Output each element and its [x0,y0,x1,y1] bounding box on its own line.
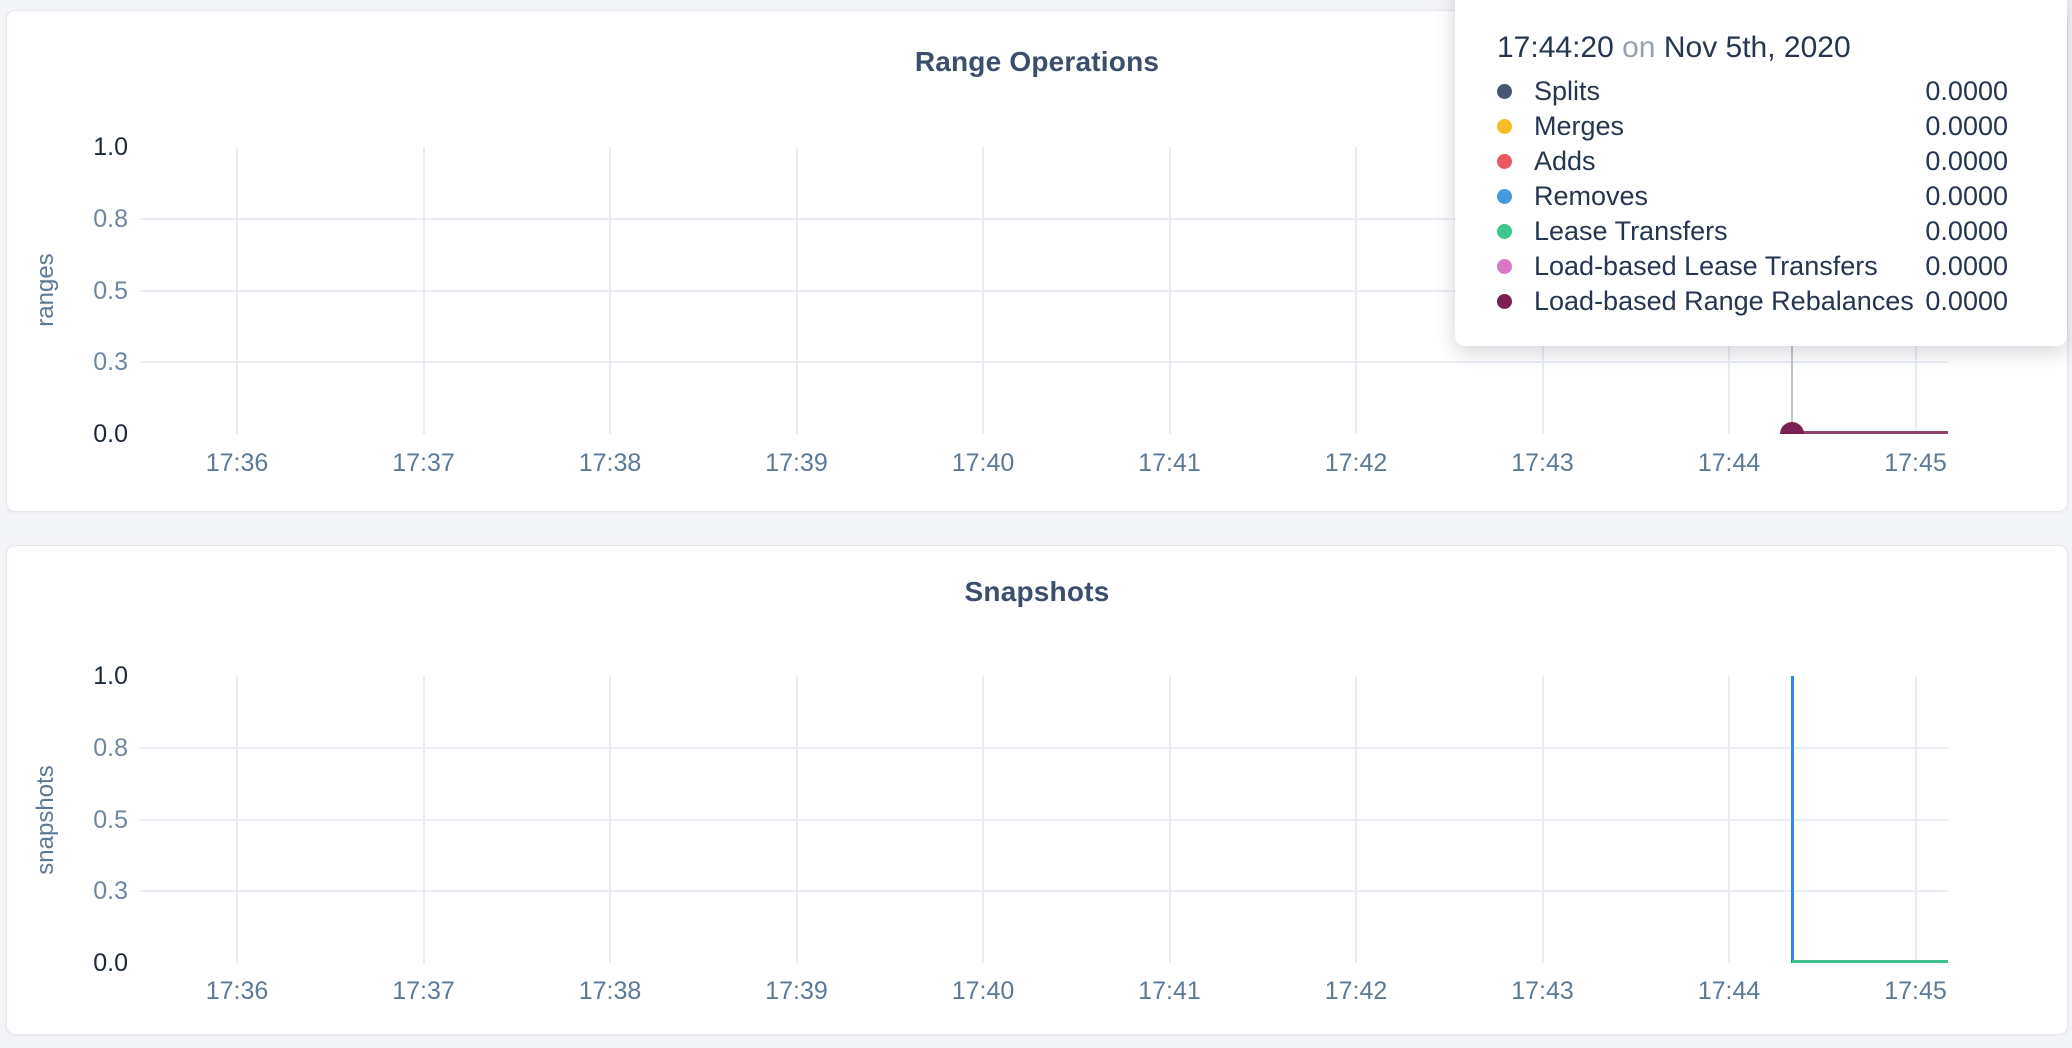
hover-point-marker [1780,422,1804,434]
gridline-vertical [1168,147,1171,434]
gridline-vertical [422,147,425,434]
series-color-dot [1497,259,1512,274]
gridline-vertical [1168,676,1171,963]
tooltip-date: Nov 5th, 2020 [1663,31,1851,64]
gridline-vertical [1355,147,1357,434]
series-value: 0.0000 [1925,251,2008,281]
x-axis-tick-label: 17:44 [1697,449,1761,477]
x-axis-tick-label: 17:45 [1884,977,1947,1005]
series-line-load-based-range-rebalances [1792,431,1948,434]
tooltip-timestamp: 17:44:20 on Nov 5th, 2020 [1497,31,1851,65]
x-axis-tick-label: 17:38 [578,449,642,477]
gridline-vertical [1728,676,1730,963]
series-value: 0.0000 [1925,76,2008,106]
y-axis-tick-label: 0.0 [93,420,128,448]
x-axis-tick-label: 17:40 [951,977,1015,1005]
gridline-vertical [982,676,984,963]
gridline-horizontal [140,818,1948,821]
y-axis-tick-label: 0.5 [93,805,128,834]
y-axis-tick-label: 1.0 [93,133,128,161]
series-color-dot [1497,119,1512,134]
tooltip-connector: on [1622,31,1656,64]
series-label: Lease Transfers [1534,216,1728,246]
series-color-dot [1497,224,1512,239]
series-color-dot [1497,189,1512,204]
series-label: Splits [1534,76,1601,106]
x-axis-tick-label: 17:44 [1697,977,1761,1005]
gridline-vertical [609,676,611,963]
gridline-vertical [1914,676,1917,963]
tooltip-series-row: Lease Transfers 0.0000 [1497,214,2008,249]
x-axis-tick-label: 17:37 [392,977,455,1005]
tooltip-series-row: Removes 0.0000 [1497,179,2008,214]
x-axis-tick-label: 17:36 [205,977,269,1005]
series-line-snapshot-baseline [1792,960,1948,963]
gridline-vertical [236,676,238,963]
series-color-dot [1497,84,1512,99]
x-axis-tick-label: 17:39 [765,977,828,1005]
series-value: 0.0000 [1925,146,2008,176]
series-label: Adds [1534,146,1596,176]
gridline-vertical [609,147,611,434]
series-color-dot [1497,154,1512,169]
tooltip-time: 17:44:20 [1497,31,1614,64]
x-axis-tick-label: 17:36 [205,449,269,477]
tooltip-series-row: Load-based Lease Transfers 0.0000 [1497,249,2008,284]
gridline-horizontal [140,890,1948,893]
y-axis-tick-label: 0.0 [93,949,128,977]
y-axis-tick-label: 0.3 [93,877,128,906]
gridline-horizontal [140,361,1948,364]
tooltip-series-list: Splits 0.0000 Merges 0.0000 Adds 0.0000 Remove… [1497,74,2008,319]
x-axis-tick-label: 17:39 [765,449,828,477]
x-axis-tick-label: 17:42 [1324,449,1388,477]
series-value: 0.0000 [1925,216,2008,246]
tooltip-series-row: Adds 0.0000 [1497,144,2008,179]
y-axis-tick-label: 0.3 [93,348,128,377]
gridline-vertical [795,147,798,434]
gridline-horizontal [140,217,1948,220]
gridline-vertical [982,147,984,434]
x-axis-tick-label: 17:43 [1511,977,1574,1005]
x-axis-tick-label: 17:43 [1511,449,1574,477]
gridline-horizontal [140,289,1948,292]
chart-title-snapshots: Snapshots [964,576,1110,607]
tooltip-series-row: Splits 0.0000 [1497,74,2008,109]
series-label: Load-based Range Rebalances [1534,286,1914,316]
gridline-horizontal [140,746,1948,749]
y-axis-tick-label: 0.8 [93,204,128,233]
chart-hover-tooltip: 17:44:20 on Nov 5th, 2020 Splits 0.0000 Me… [1455,0,2067,346]
chart-card-snapshots [6,545,2068,1035]
x-axis-tick-label: 17:42 [1324,977,1388,1005]
gridline-vertical [795,676,798,963]
series-color-dot [1497,294,1512,309]
series-label: Load-based Lease Transfers [1534,251,1878,281]
x-axis-tick-label: 17:38 [578,977,642,1005]
tooltip-series-row: Load-based Range Rebalances 0.0000 [1497,284,2008,319]
x-axis-tick-label: 17:37 [392,449,455,477]
x-axis-tick-label: 17:41 [1138,449,1201,477]
x-axis-tick-label: 17:45 [1884,449,1947,477]
series-label: Removes [1534,181,1649,211]
series-label: Merges [1534,111,1625,141]
x-axis-tick-label: 17:41 [1138,977,1201,1005]
y-axis-tick-label: 0.5 [93,276,128,305]
snapshots-plot-area[interactable] [140,676,1948,963]
gridline-vertical [422,676,425,963]
gridline-vertical [1355,676,1357,963]
series-value: 0.0000 [1925,181,2008,211]
chart-title-range-operations: Range Operations [914,46,1160,77]
series-value: 0.0000 [1925,286,2008,316]
tooltip-series-row: Merges 0.0000 [1497,109,2008,144]
series-value: 0.0000 [1925,111,2008,141]
x-axis-tick-label: 17:40 [951,449,1015,477]
gridline-vertical [1541,676,1544,963]
gridline-vertical [236,147,238,434]
series-line-snapshot-spike [1791,676,1794,963]
y-axis-tick-label: 1.0 [93,662,128,690]
y-axis-tick-label: 0.8 [93,733,128,762]
